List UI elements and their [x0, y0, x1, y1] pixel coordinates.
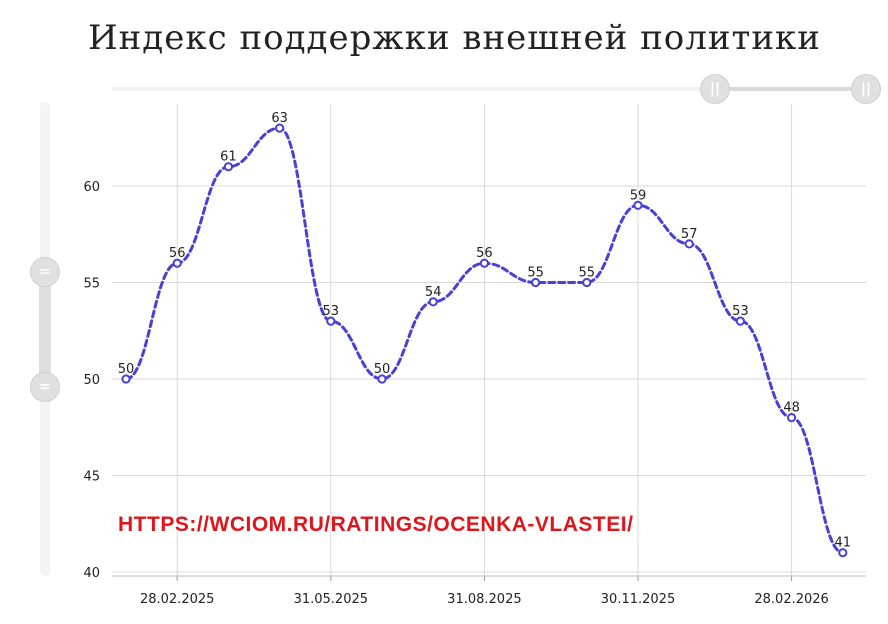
data-point: [479, 258, 489, 268]
y-tick-label: 60: [83, 180, 100, 195]
data-point: [275, 123, 285, 133]
data-label: 50: [374, 362, 391, 377]
x-tick-label: 28.02.2025: [140, 592, 214, 607]
axes: 40 45 50 55 60 28.02.2025 31.05.2025 31.08.2025…: [83, 180, 866, 607]
data-point: [223, 162, 233, 172]
y-tick-label: 55: [83, 277, 100, 292]
data-label: 53: [323, 304, 340, 319]
data-point: [735, 316, 746, 326]
vertical-scroll-handle-bottom[interactable]: =: [30, 372, 60, 402]
data-point: [582, 277, 592, 288]
data-point: [172, 258, 182, 268]
data-point: [531, 277, 541, 288]
data-label: 54: [425, 285, 442, 300]
data-point: [838, 548, 848, 558]
grip-icon: ||: [860, 81, 872, 97]
data-label: 59: [630, 188, 647, 203]
x-tick-label: 31.05.2025: [294, 592, 368, 607]
data-point: [428, 297, 438, 307]
y-tick-label: 50: [83, 373, 100, 388]
data-label: 55: [527, 266, 544, 281]
source-url-watermark: HTTPS://WCIOM.RU/RATINGS/OCENKA-VLASTEI/: [118, 513, 634, 536]
data-label: 41: [835, 536, 852, 551]
data-labels: 50 56 61 63 53 50 54 56 55 55 59 57 53 48 41: [118, 111, 851, 551]
y-tick-label: 45: [83, 470, 100, 485]
vertical-scrollbar-range[interactable]: [39, 272, 51, 386]
grip-icon: =: [39, 379, 51, 395]
grip-icon: =: [39, 264, 51, 280]
grip-icon: ||: [709, 81, 721, 97]
data-markers: [121, 123, 848, 558]
y-tick-label: 40: [83, 566, 100, 581]
data-point: [326, 316, 336, 326]
data-label: 61: [220, 150, 237, 165]
data-point: [684, 239, 694, 249]
data-label: 57: [681, 227, 698, 242]
data-point: [121, 374, 131, 384]
data-point: [377, 374, 387, 384]
vertical-scroll-handle-top[interactable]: =: [30, 257, 60, 287]
data-label: 63: [271, 111, 288, 126]
data-point: [633, 200, 643, 210]
horizontal-scrollbar-track[interactable]: [112, 87, 872, 91]
chart-title: Индекс поддержки внешней политики: [88, 18, 821, 58]
data-label: 55: [579, 266, 596, 281]
x-tick-label: 28.02.2026: [754, 592, 828, 607]
x-tick-label: 31.08.2025: [447, 592, 521, 607]
data-point: [787, 413, 797, 423]
data-label: 48: [783, 401, 800, 416]
data-label: 56: [476, 246, 493, 261]
x-tick-label: 30.11.2025: [601, 592, 675, 607]
horizontal-scroll-handle-right[interactable]: ||: [851, 74, 881, 104]
horizontal-scroll-handle-left[interactable]: ||: [700, 74, 730, 104]
data-label: 50: [118, 362, 135, 377]
grid: [112, 104, 866, 576]
data-label: 53: [732, 304, 749, 319]
horizontal-scrollbar-range[interactable]: [714, 87, 866, 91]
data-label: 56: [169, 246, 186, 261]
